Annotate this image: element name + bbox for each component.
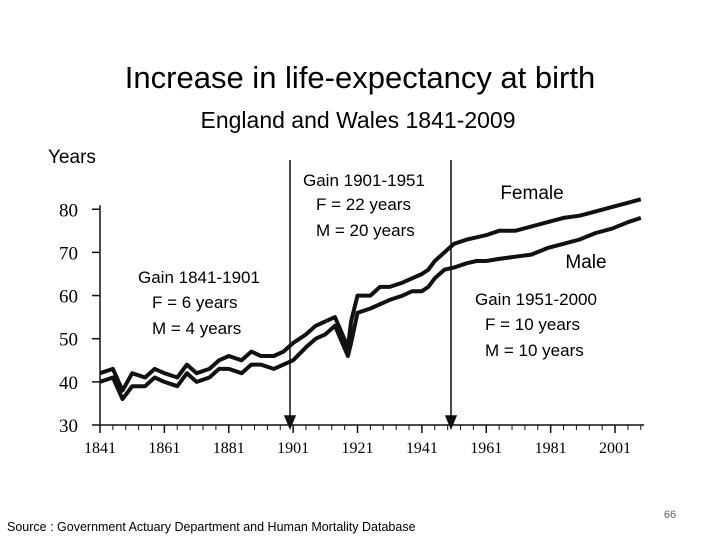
x-tick-label: 1881: [213, 440, 245, 457]
annotation: M = 10 years: [485, 341, 584, 360]
series-line: [99, 216, 642, 402]
legend-label: Female: [500, 183, 563, 204]
annotation: M = 20 years: [316, 221, 415, 240]
source: Source : Government Actuary Department a…: [7, 520, 416, 534]
y-tick-label: 30: [59, 416, 78, 437]
x-tick-label: 1941: [406, 440, 438, 457]
y-tick-label: 50: [59, 330, 78, 351]
annotation: Gain 1951-2000: [475, 290, 597, 309]
annotation: M = 4 years: [152, 319, 241, 338]
arrow-head: [283, 415, 297, 430]
y-tick-label: 70: [59, 243, 78, 264]
x-tick-label: 1861: [148, 440, 180, 457]
y-axis-label: Years: [48, 147, 96, 168]
x-tick-label: 1981: [535, 440, 567, 457]
y-tick-label: 60: [59, 287, 78, 308]
chart-subtitle: England and Wales 1841-2009: [201, 107, 516, 133]
arrow-head: [444, 415, 458, 430]
annotation: F = 6 years: [152, 293, 238, 312]
annotation: F = 22 years: [316, 195, 411, 214]
annotation: Gain 1841-1901: [138, 268, 260, 287]
page-number: 66: [664, 509, 676, 521]
series-line: [99, 197, 642, 393]
annotation: Gain 1901-1951: [303, 171, 425, 190]
x-tick-label: 1841: [84, 440, 116, 457]
x-tick-label: 1961: [470, 440, 502, 457]
arrows: [283, 160, 458, 430]
y-tick-label: 40: [59, 373, 78, 394]
x-tick-label: 2001: [599, 440, 631, 457]
legend-label: Male: [565, 252, 606, 273]
y-tick-label: 80: [59, 200, 78, 221]
chart-title: Increase in life-expectancy at birth: [125, 60, 595, 95]
x-tick-label: 1921: [342, 440, 374, 457]
annotation: F = 10 years: [485, 315, 580, 334]
x-tick-label: 1901: [277, 440, 309, 457]
